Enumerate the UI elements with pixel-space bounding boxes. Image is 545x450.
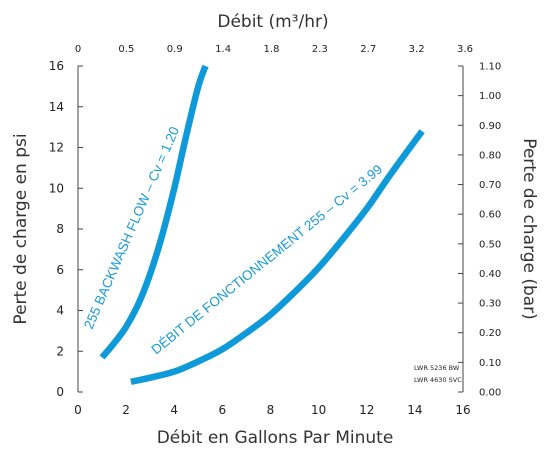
top-tick-label: 0.5 [118,44,134,55]
right-tick-label: 0.10 [479,358,501,369]
series-layer [99,64,425,385]
right-tick-label: 0.70 [479,180,501,191]
right-tick-label: 0.80 [479,150,501,161]
right-tick-label: 0.90 [479,121,501,132]
top-tick-label: 2.3 [312,44,328,55]
left-axis-title: Perte de charge en psi [11,133,31,324]
right-axis-title: Perte de charge (bar) [519,138,539,320]
x-tick-label: 12 [359,403,374,417]
top-axis-title: Débit (m³/hr) [217,12,328,32]
y-tick-label: 16 [49,59,64,73]
right-tick-label: 0.00 [479,388,501,399]
y-tick-label: 12 [49,141,64,155]
right-tick-label: 0.30 [479,299,501,310]
service-curve-label: DÉBIT DE FONCTIONNEMENT 255 – Cv = 3.99 [148,162,385,358]
x-tick-label: 14 [407,403,422,417]
reference-code-1: LWR 5236 BW [414,364,460,372]
y-tick-label: 4 [56,304,64,318]
reference-code-2: LWR 4630 SVC [414,376,462,384]
top-tick-label: 3.2 [409,44,425,55]
x-tick-label: 10 [311,403,326,417]
top-tick-label: 0.9 [167,44,183,55]
right-tick-label: 0.40 [479,269,501,280]
y-tick-label: 8 [56,222,64,236]
x-tick-label: 6 [219,403,227,417]
top-axis-ticks: 0 0.5 0.9 1.4 1.8 2.3 2.7 3.2 3.6 [75,44,473,55]
backwash-flow-line [99,64,209,360]
y-tick-label: 14 [49,100,64,114]
bottom-axis-title: Débit en Gallons Par Minute [157,428,394,448]
y-tick-label: 2 [56,344,64,358]
left-axis-ticks: 0 2 4 6 8 10 12 14 16 [49,59,83,399]
top-tick-label: 1.8 [264,44,280,55]
y-tick-label: 6 [56,263,64,277]
x-tick-label: 2 [122,403,130,417]
y-tick-label: 0 [56,385,64,399]
right-tick-label: 1.00 [479,91,501,102]
y-tick-label: 10 [49,181,64,195]
service-flow-line [130,129,425,385]
right-tick-label: 0.50 [479,239,501,250]
right-axis-ticks: 0.00 0.10 0.20 0.30 0.40 0.50 0.60 0.70 0.80 0.90… [458,62,501,399]
top-tick-label: 2.7 [360,44,376,55]
x-tick-label: 4 [170,403,178,417]
top-tick-label: 1.4 [215,44,231,55]
x-tick-label: 16 [455,403,470,417]
x-tick-label: 0 [74,403,82,417]
bottom-axis-ticks: 0 2 4 6 8 10 12 14 16 [74,403,470,417]
top-tick-label: 3.6 [457,44,473,55]
top-tick-label: 0 [75,44,81,55]
right-tick-label: 0.20 [479,328,501,339]
right-tick-label: 1.10 [479,62,501,73]
x-tick-label: 8 [267,403,275,417]
right-tick-label: 0.60 [479,210,501,221]
